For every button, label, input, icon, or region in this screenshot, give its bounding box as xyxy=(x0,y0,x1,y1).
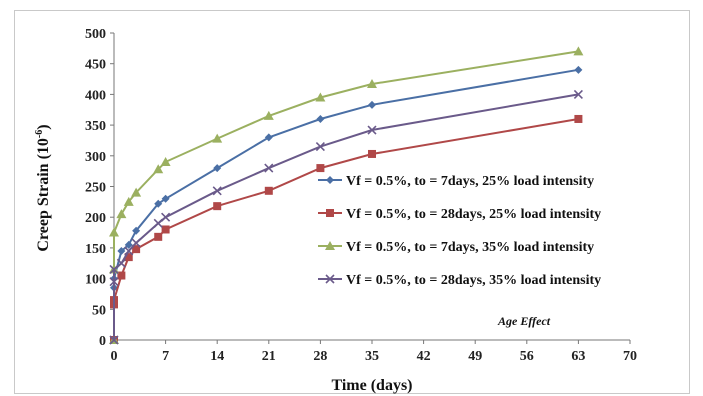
legend-swatch-marker xyxy=(325,241,335,250)
x-tick-label: 35 xyxy=(365,349,379,364)
data-point xyxy=(132,245,141,254)
data-point xyxy=(367,78,377,88)
legend-label: Vf = 0.5%, to = 28days, 25% load intensi… xyxy=(346,207,601,222)
data-point xyxy=(116,258,126,268)
legend-label: Vf = 0.5%, to = 28days, 35% load intensi… xyxy=(346,273,601,288)
data-point xyxy=(264,186,273,195)
series-layer xyxy=(109,46,584,345)
x-tick-label: 21 xyxy=(262,349,276,364)
data-point xyxy=(131,238,141,248)
data-point xyxy=(109,277,119,287)
data-point xyxy=(212,133,223,143)
data-point xyxy=(116,209,127,219)
data-point xyxy=(574,65,583,74)
data-point xyxy=(117,271,126,280)
x-tick-label: 70 xyxy=(623,349,637,364)
data-point xyxy=(367,125,377,135)
data-point xyxy=(315,92,326,102)
series-1 xyxy=(110,65,583,344)
y-tick-label: 150 xyxy=(85,242,106,257)
x-tick-label: 7 xyxy=(162,349,169,364)
series-2 xyxy=(110,114,583,344)
x-tick-label: 63 xyxy=(571,349,585,364)
data-point xyxy=(109,264,119,274)
y-tick-label: 350 xyxy=(85,119,106,134)
x-tick-label: 14 xyxy=(210,349,224,364)
data-point xyxy=(212,186,222,196)
data-point xyxy=(573,89,583,99)
x-tick-label: 0 xyxy=(111,349,118,364)
y-axis-title-exponent: -6 xyxy=(34,130,45,138)
y-tick-label: 300 xyxy=(85,150,106,165)
legend: Vf = 0.5%, to = 7days, 25% load intensit… xyxy=(318,174,601,288)
y-tick-label: 0 xyxy=(99,334,106,349)
data-point xyxy=(132,226,141,235)
data-point xyxy=(264,163,274,173)
data-point xyxy=(368,100,376,109)
y-tick-label: 200 xyxy=(85,211,106,226)
x-tick-label: 42 xyxy=(417,349,431,364)
data-point xyxy=(117,246,126,255)
series-4 xyxy=(109,89,583,345)
legend-item-4: Vf = 0.5%, to = 28days, 35% load intensi… xyxy=(318,273,601,288)
annotation-prefix: Age xyxy=(497,314,520,328)
data-point xyxy=(573,46,584,56)
data-point xyxy=(124,253,133,262)
data-point xyxy=(213,164,222,173)
data-point xyxy=(109,335,119,345)
data-point xyxy=(263,110,274,120)
x-axis-title: Time (days) xyxy=(331,377,412,394)
y-tick-label: 450 xyxy=(85,58,106,73)
y-axis-title-main: Creep Strain (10 xyxy=(35,138,52,251)
legend-item-3: Vf = 0.5%, to = 7days, 35% load intensit… xyxy=(318,240,594,255)
legend-label: Vf = 0.5%, to = 7days, 35% load intensit… xyxy=(346,240,594,255)
legend-label: Vf = 0.5%, to = 7days, 25% load intensit… xyxy=(346,174,594,189)
data-point xyxy=(161,225,170,234)
legend-item-2: Vf = 0.5%, to = 28days, 25% load intensi… xyxy=(318,207,601,222)
data-point xyxy=(153,218,163,228)
x-tick-label: 56 xyxy=(520,349,534,364)
data-point xyxy=(153,164,164,174)
x-tick-label: 49 xyxy=(468,349,482,364)
data-point xyxy=(161,212,171,222)
data-point xyxy=(213,202,222,211)
legend-swatch-marker xyxy=(326,176,334,184)
legend-swatch-marker xyxy=(326,209,334,217)
y-tick-label: 400 xyxy=(85,88,106,103)
x-tick-label: 28 xyxy=(313,349,327,364)
y-tick-label: 100 xyxy=(85,273,106,288)
data-point xyxy=(124,246,134,256)
data-point xyxy=(154,232,163,241)
series-line xyxy=(113,118,579,340)
data-point xyxy=(131,187,142,197)
legend-item-1: Vf = 0.5%, to = 7days, 25% load intensit… xyxy=(318,174,594,189)
data-point xyxy=(264,133,273,142)
data-point xyxy=(123,196,134,206)
series-line xyxy=(113,50,579,340)
annotation-emphasis: Effect xyxy=(519,314,550,328)
data-point xyxy=(161,194,170,203)
age-effect-annotation: Age Effect xyxy=(497,314,551,328)
data-point xyxy=(160,156,171,166)
y-axis-title: Creep Strain (10-6) xyxy=(34,124,52,251)
y-axis-title-close: ) xyxy=(35,124,52,129)
series-3 xyxy=(109,46,584,344)
data-point xyxy=(124,240,133,249)
data-point xyxy=(109,227,119,237)
y-tick-label: 250 xyxy=(85,181,106,196)
data-point xyxy=(368,149,376,158)
data-point xyxy=(154,199,163,208)
y-tick-label: 50 xyxy=(92,303,106,318)
axes: 0 50 100 150 200 250 300 350 400 450 500 0 7 14 21 28 35… xyxy=(85,27,637,364)
series-line xyxy=(113,68,579,340)
data-point xyxy=(316,164,325,173)
legend-swatch-marker xyxy=(325,274,335,284)
data-point xyxy=(315,142,325,152)
data-point xyxy=(316,114,325,123)
y-tick-label: 500 xyxy=(85,27,106,42)
data-point xyxy=(574,114,583,123)
